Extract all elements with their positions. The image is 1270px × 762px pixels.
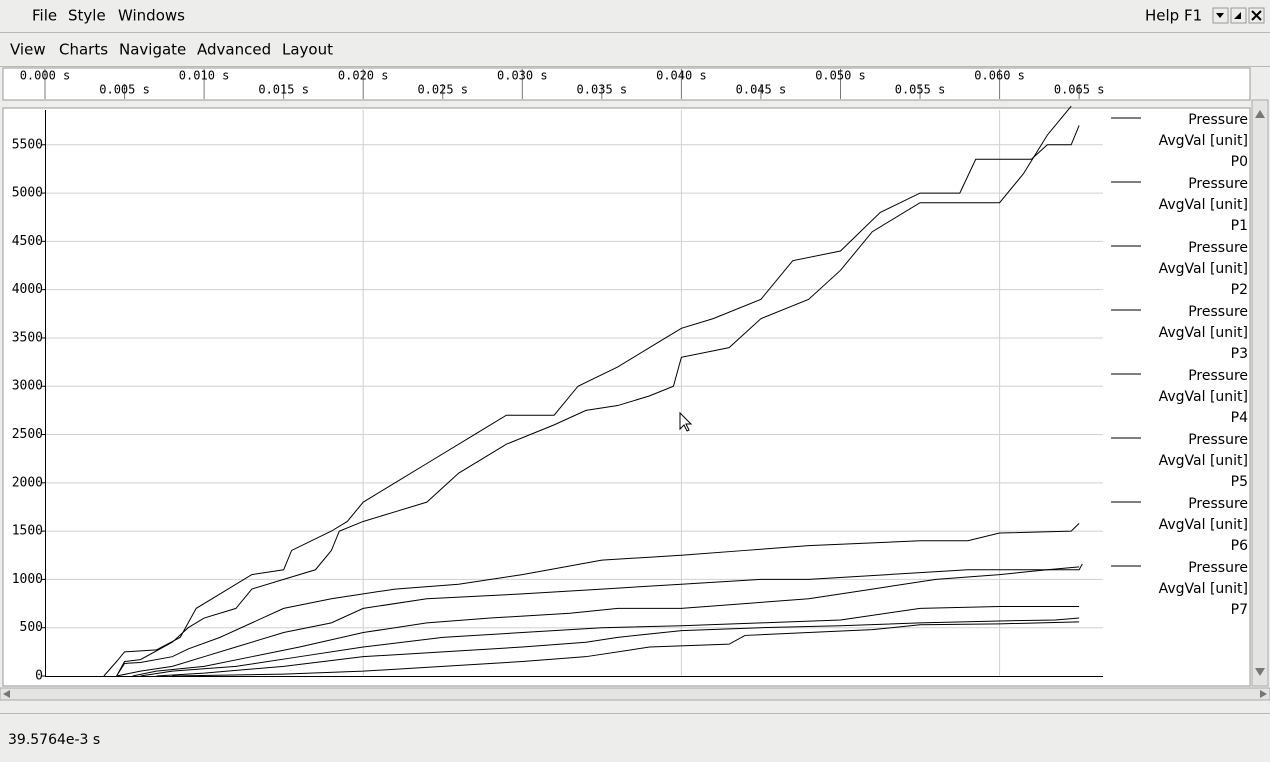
window-buttons	[1212, 7, 1265, 24]
x-tick-label: 0.005 s	[99, 83, 150, 97]
legend-label: P1	[1231, 218, 1248, 234]
x-tick-label: 0.065 s	[1054, 83, 1105, 97]
x-tick-label: 0.035 s	[577, 83, 628, 97]
scroll-track[interactable]	[1251, 99, 1269, 687]
legend-label: Pressure	[1188, 560, 1248, 576]
x-tick-label: 0.000 s	[20, 69, 71, 83]
legend-label: P7	[1231, 602, 1248, 618]
legend-label: AvgVal [unit]	[1159, 261, 1248, 277]
x-tick-label: 0.015 s	[258, 83, 309, 97]
y-tick-label: 500	[20, 620, 43, 635]
legend-label: P4	[1231, 410, 1248, 426]
data-line	[172, 621, 1080, 677]
icon	[1251, 10, 1262, 21]
time-ruler	[2, 67, 1251, 101]
y-tick-label: 1000	[12, 572, 43, 587]
legend-label: AvgVal [unit]	[1159, 581, 1248, 597]
legend-label: Pressure	[1188, 432, 1248, 448]
y-tick-label: 3500	[12, 330, 43, 345]
legend-label: AvgVal [unit]	[1159, 133, 1248, 149]
toolbar-item[interactable]: View	[10, 41, 46, 59]
menu-item[interactable]: Windows	[118, 7, 185, 25]
data-line	[156, 617, 1080, 677]
x-tick-label: 0.030 s	[497, 69, 548, 83]
plot-frame	[2, 107, 1251, 687]
data-line	[116, 523, 1080, 677]
scroll-track[interactable]	[0, 687, 1270, 701]
legend-label: Pressure	[1188, 496, 1248, 512]
legend-label: P3	[1231, 346, 1248, 362]
legend-label: P0	[1231, 154, 1248, 170]
y-tick-label: 2500	[12, 427, 43, 442]
x-tick-label: 0.025 s	[417, 83, 468, 97]
legend-label: P2	[1231, 282, 1248, 298]
toolbar-item[interactable]: Advanced	[197, 41, 271, 59]
x-tick-label: 0.020 s	[338, 69, 389, 83]
vertical-scrollbar[interactable]	[1251, 99, 1269, 687]
toolbar-item[interactable]: Charts	[59, 41, 108, 59]
y-tick-label: 5500	[12, 137, 43, 152]
legend-label: AvgVal [unit]	[1159, 197, 1248, 213]
menu-item[interactable]: File	[32, 7, 57, 25]
legend-label: AvgVal [unit]	[1159, 517, 1248, 533]
x-tick-label: 0.060 s	[974, 69, 1025, 83]
y-tick-label: 4000	[12, 282, 43, 297]
data-line	[103, 125, 1080, 677]
y-tick-label: 3000	[12, 379, 43, 394]
legend-label: Pressure	[1188, 368, 1248, 384]
legend-label: P6	[1231, 538, 1248, 554]
data-line	[116, 563, 1083, 677]
help-menu[interactable]: Help F1	[1145, 7, 1202, 25]
horizontal-scrollbar[interactable]	[0, 687, 1270, 701]
toolbar-item[interactable]: Layout	[282, 41, 333, 59]
data-line	[132, 566, 1080, 677]
legend-label: Pressure	[1188, 240, 1248, 256]
y-tick-label: 2000	[12, 475, 43, 490]
y-tick-label: 1500	[12, 524, 43, 539]
x-tick-label: 0.050 s	[815, 69, 866, 83]
data-line	[116, 105, 1072, 677]
legend-label: Pressure	[1188, 304, 1248, 320]
x-tick-label: 0.055 s	[895, 83, 946, 97]
y-tick-label: 0	[35, 669, 43, 684]
icon	[1234, 12, 1241, 19]
y-tick-label: 4500	[12, 234, 43, 249]
menu-item[interactable]: Style	[68, 7, 106, 25]
legend-label: P5	[1231, 474, 1248, 490]
toolbar-item[interactable]: Navigate	[119, 41, 186, 59]
x-tick-label: 0.010 s	[179, 69, 230, 83]
status-text: 39.5764e-3 s	[8, 732, 100, 748]
legend-label: AvgVal [unit]	[1159, 325, 1248, 341]
x-tick-label: 0.040 s	[656, 69, 707, 83]
legend-label: AvgVal [unit]	[1159, 453, 1248, 469]
legend-label: Pressure	[1188, 112, 1248, 128]
legend-label: Pressure	[1188, 176, 1248, 192]
data-line	[140, 605, 1080, 677]
x-tick-label: 0.045 s	[736, 83, 787, 97]
icon	[1216, 13, 1224, 18]
mouse-cursor	[679, 411, 693, 432]
legend-label: AvgVal [unit]	[1159, 389, 1248, 405]
y-tick-label: 5000	[12, 186, 43, 201]
